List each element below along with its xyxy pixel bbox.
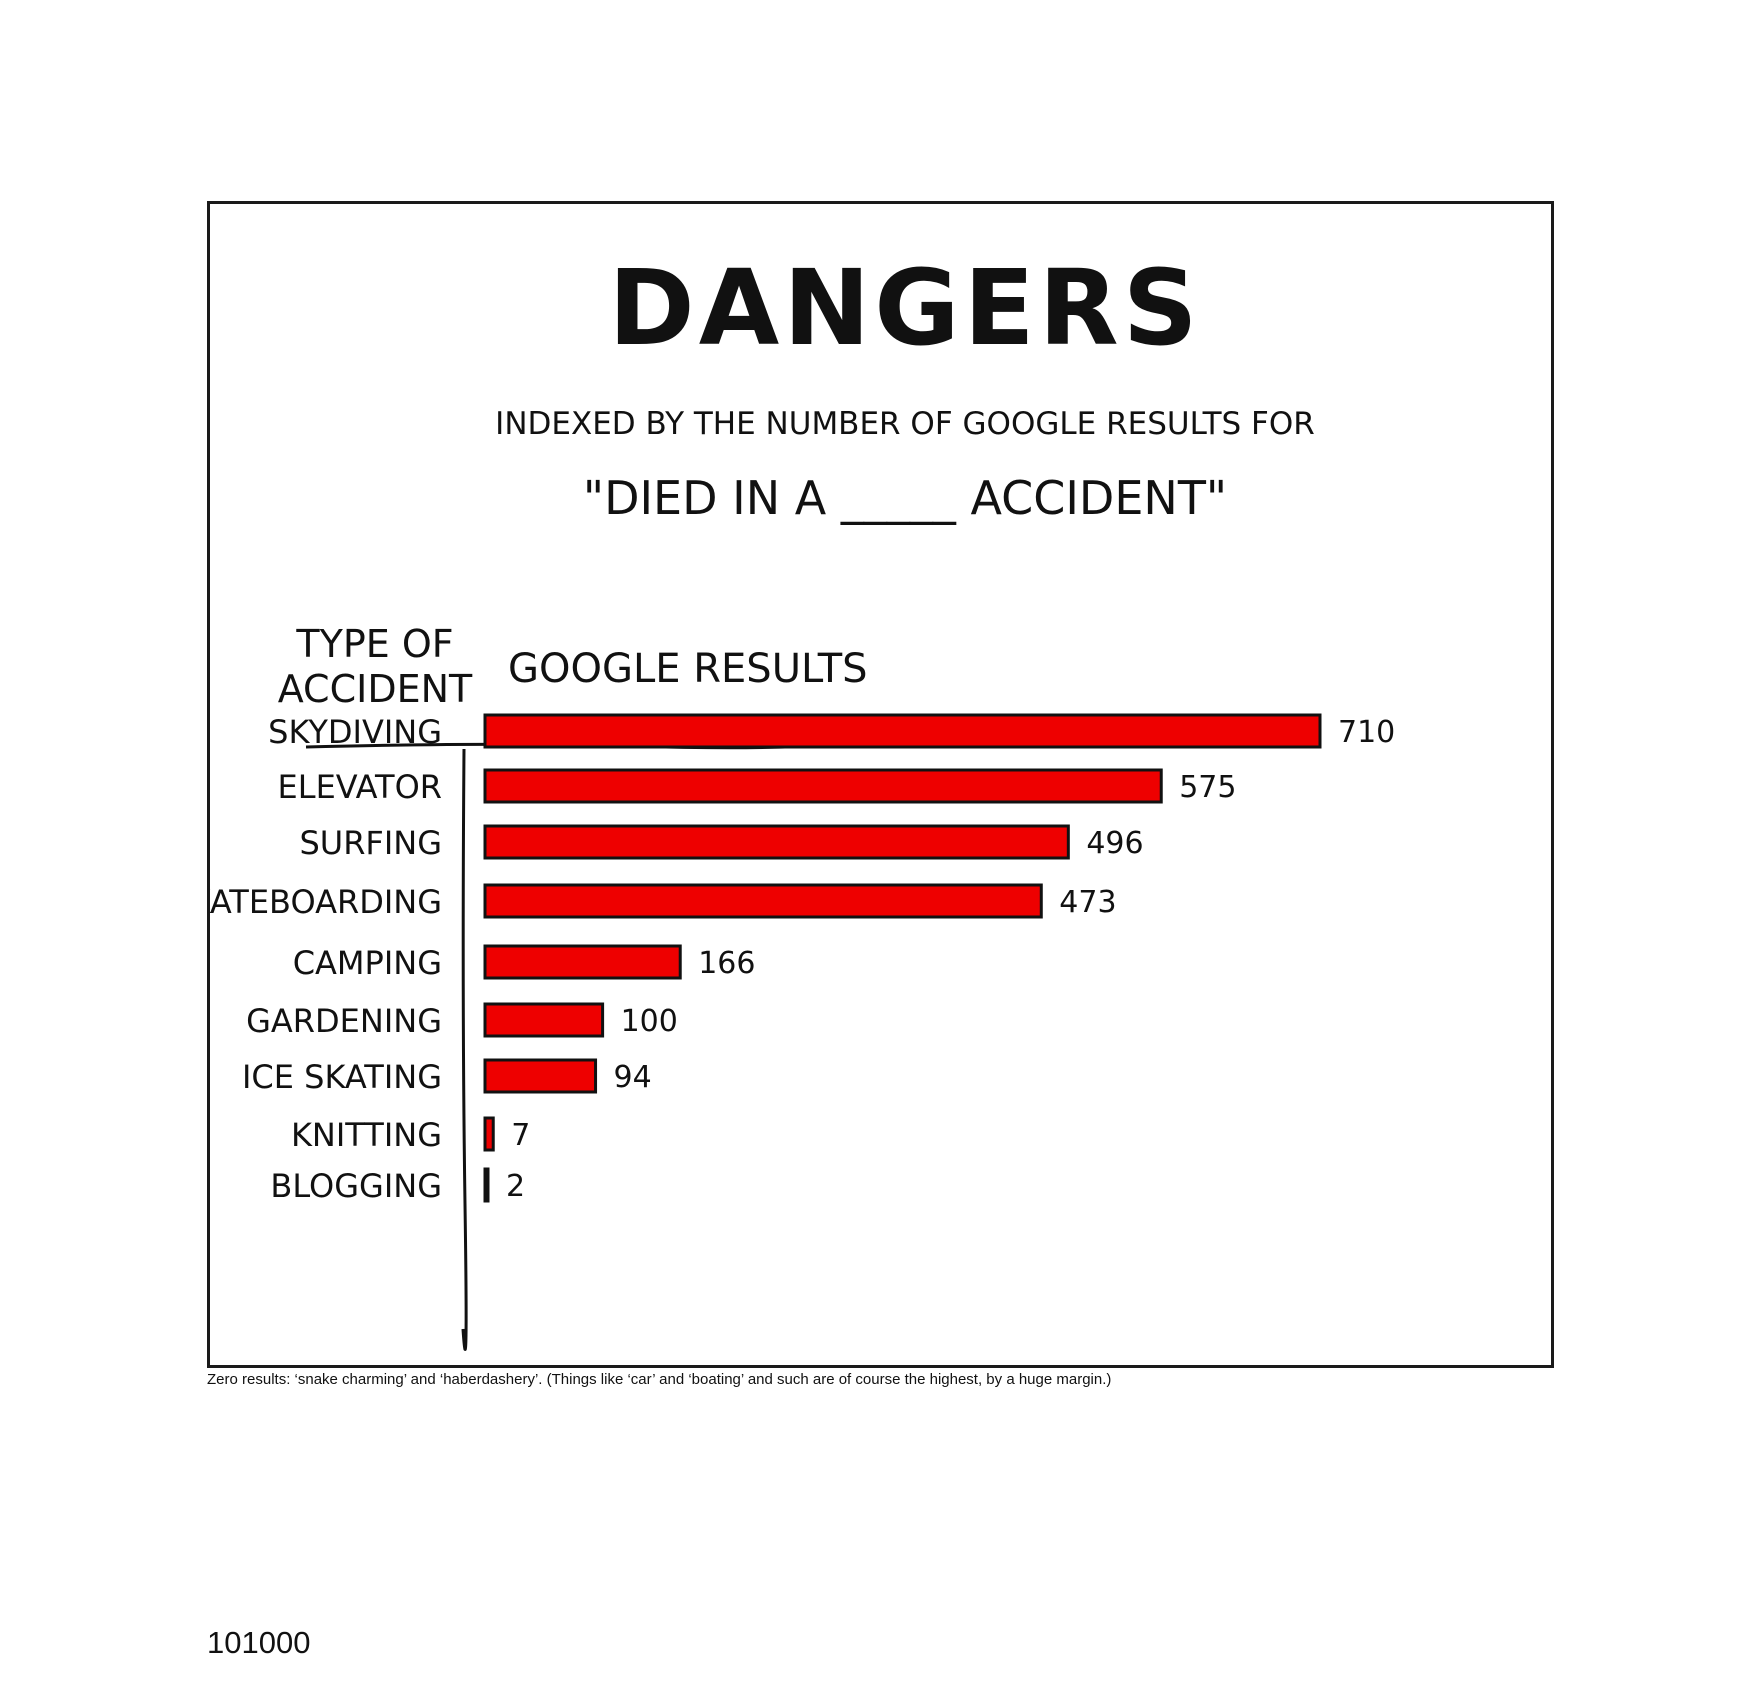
bar [483,824,1070,860]
chart-title: DANGERS [608,247,1201,369]
category-label: CAMPING [293,944,442,982]
bar [483,713,1322,749]
value-label: 575 [1179,770,1236,805]
category-header-line2: ACCIDENT [278,667,473,711]
category-axis-line [461,748,468,1351]
category-label: GARDENING [246,1002,442,1040]
value-label: 166 [698,946,755,981]
value-label: 94 [614,1060,652,1095]
bar [483,883,1043,919]
bar [483,1167,490,1203]
category-label: SURFING [299,824,442,862]
comic-caption: Zero results: ‘snake charming’ and ‘habe… [207,1371,1112,1388]
value-label: 7 [511,1118,530,1153]
bars-group: SKYDIVING 710 ELEVATOR 575 SURFING 496 SKATEBO… [210,713,1395,1205]
bar [483,768,1163,804]
category-label: ELEVATOR [278,768,442,806]
value-label: 710 [1338,715,1395,750]
bar-chart: DANGERS INDEXED BY THE NUMBER OF GOOGLE … [210,247,1395,1351]
category-label: KNITTING [291,1116,442,1154]
category-label: BLOGGING [270,1167,442,1205]
comic-number: 101000 [207,1625,311,1660]
comic-panel: DANGERS INDEXED BY THE NUMBER OF GOOGLE … [207,201,1554,1368]
value-label: 2 [506,1169,525,1204]
category-label: SKYDIVING [268,713,442,751]
bar [483,1058,598,1094]
value-header: GOOGLE RESULTS [508,646,868,692]
category-label: SKATEBOARDING [210,883,442,921]
value-label: 473 [1059,885,1116,920]
category-label: ICE SKATING [242,1058,442,1096]
category-header-line1: TYPE OF [295,622,453,666]
bar [483,1116,495,1152]
bar [483,1002,605,1038]
value-label: 496 [1086,826,1143,861]
chart-subtitle-line1: INDEXED BY THE NUMBER OF GOOGLE RESULTS … [495,406,1315,442]
bar [483,944,682,980]
value-label: 100 [621,1004,678,1039]
chart-subtitle-line2: "DIED IN A _____ ACCIDENT" [583,471,1227,525]
